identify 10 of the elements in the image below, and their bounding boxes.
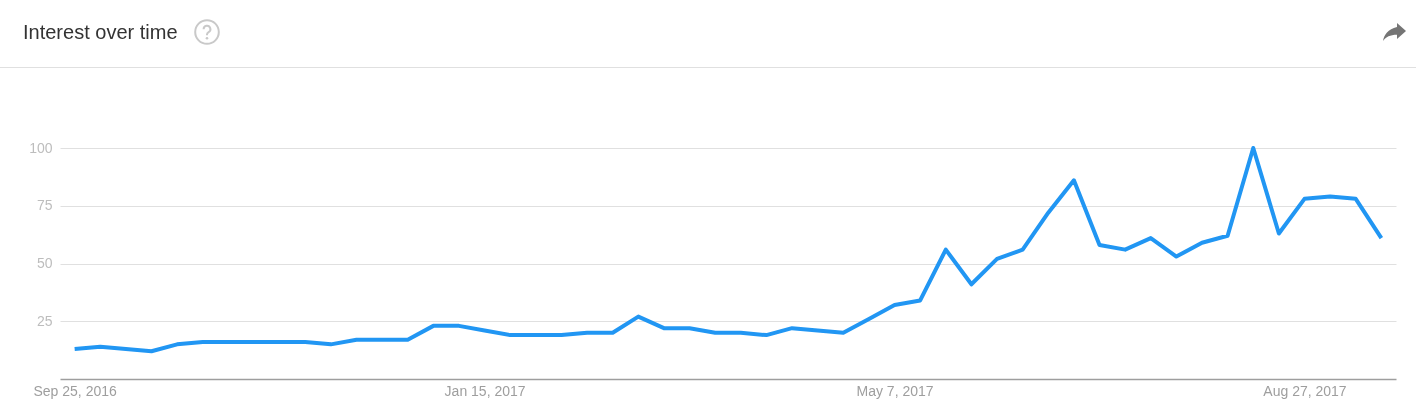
y-tick-label: 100 — [29, 139, 53, 156]
y-tick-label: 50 — [36, 255, 53, 271]
x-tick-label: Sep 25, 2016 — [33, 382, 117, 399]
x-tick-label: May 7, 2017 — [856, 382, 934, 399]
y-tick-label: 25 — [36, 312, 53, 329]
x-tick-label: Aug 27, 2017 — [1263, 382, 1347, 399]
line-series — [72, 146, 1384, 354]
y-tick-label: 75 — [36, 197, 53, 214]
chart-title: Interest over time — [23, 20, 178, 44]
x-tick-label: Jan 15, 2017 — [444, 382, 526, 399]
